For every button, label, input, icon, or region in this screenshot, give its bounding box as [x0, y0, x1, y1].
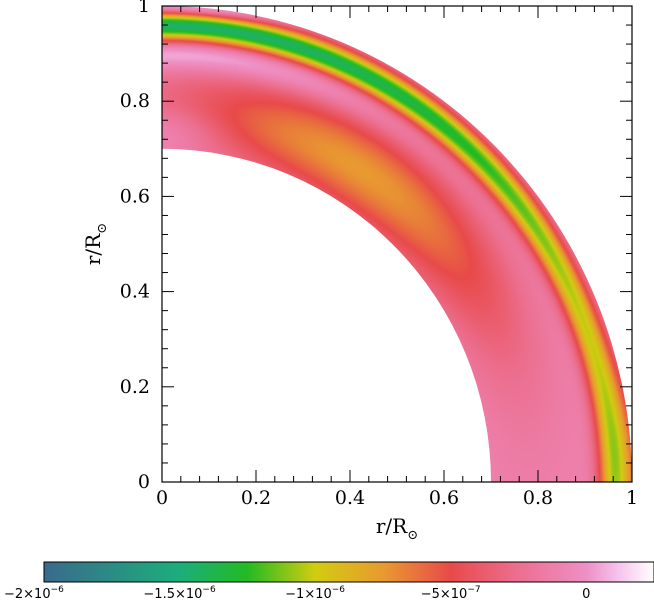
y-axis-label-subscript: ⊙: [95, 223, 110, 234]
y-tick-label: 1: [138, 0, 150, 17]
colorbar-tick-label: −2×10−6: [4, 585, 64, 602]
x-tick-label: 0.8: [523, 487, 553, 509]
x-tick-label: 1: [626, 487, 638, 509]
x-tick-label: 0: [156, 487, 168, 509]
x-axis: 0 0.2 0.4 0.6 0.8 1: [156, 6, 638, 509]
y-tick-label: 0: [138, 471, 150, 493]
y-tick-label: 0.2: [120, 376, 150, 398]
x-tick-label: 0.6: [429, 487, 459, 509]
plot-frame: [161, 5, 633, 483]
colorbar: −2×10−6 −1.5×10−6 −1×10−6 −5×10−7 0: [4, 561, 654, 602]
y-tick-label: 0.8: [120, 90, 150, 112]
x-axis-label-subscript: ⊙: [407, 528, 418, 543]
x-tick-label: 0.4: [335, 487, 365, 509]
colorbar-tick-labels: −2×10−6 −1.5×10−6 −1×10−6 −5×10−7 0: [4, 585, 590, 602]
colorbar-tick-label: 0: [582, 587, 590, 602]
colorbar-tick-label: −1×10−6: [285, 585, 345, 602]
x-tick-label: 0.2: [241, 487, 271, 509]
y-tick-label: 0.4: [120, 281, 150, 303]
colorbar-tick-label: −1.5×10−6: [143, 585, 216, 602]
colorbar-gradient: [43, 561, 654, 583]
y-axis: 0 0.2 0.4 0.6 0.8 1: [120, 0, 632, 493]
x-axis-label: r/R⊙: [376, 514, 418, 543]
heatmap-image: [162, 6, 632, 482]
colorbar-tick-label: −5×10−7: [421, 585, 481, 602]
y-tick-label: 0.6: [120, 185, 150, 207]
heatmap-field: [162, 6, 632, 482]
y-axis-label: r/R⊙: [81, 223, 110, 265]
